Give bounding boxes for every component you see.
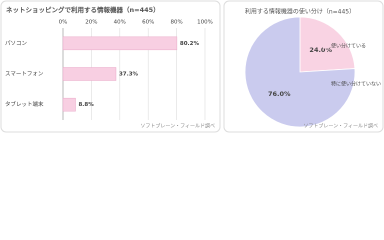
panel [0, 0, 221, 133]
value-label: 37.3% [119, 72, 139, 78]
value-label: 76.0% [268, 90, 291, 98]
y-tick-label: スマートフォン [5, 71, 44, 78]
value-label: 80.2% [180, 41, 200, 47]
x-tick-label: 60% [142, 20, 154, 26]
x-tick-label: 40% [114, 20, 126, 26]
x-tick-label: 100% [197, 20, 213, 26]
x-tick-label: 20% [85, 20, 97, 26]
legend-label: 特に使い分けていない [331, 81, 381, 88]
page: ネットショッピングで利用する情報機器（n=445） 0% 20% 40% 60% 80% 1… [0, 0, 384, 133]
legend-swatch [323, 81, 328, 87]
legend-label: 使い分けている [331, 43, 366, 50]
chart-title: 利用する情報機器の使い分け（n=445） [245, 8, 355, 16]
pie-slice [244, 16, 356, 128]
value-label: 24.0% [309, 46, 332, 54]
value-label: 8.8% [78, 102, 94, 108]
bar [62, 97, 76, 112]
chart-title: ネットショッピングで利用する情報機器（n=445） [6, 5, 160, 14]
legend-swatch [323, 43, 328, 49]
y-tick-label: パソコン [5, 40, 28, 47]
y-tick-label: タブレット端末 [5, 100, 44, 108]
x-tick-label: 0% [59, 20, 68, 26]
chart: ネットショッピングで利用する情報機器（n=445） 0% 20% 40% 60% 80% 1… [0, 0, 384, 133]
bar [62, 67, 117, 81]
source: ソフトブレーン・フィールド調べ [303, 123, 378, 130]
bar [62, 36, 178, 51]
x-tick-label: 80% [170, 20, 182, 26]
source: ソフトブレーン・フィールド調べ [140, 123, 215, 130]
